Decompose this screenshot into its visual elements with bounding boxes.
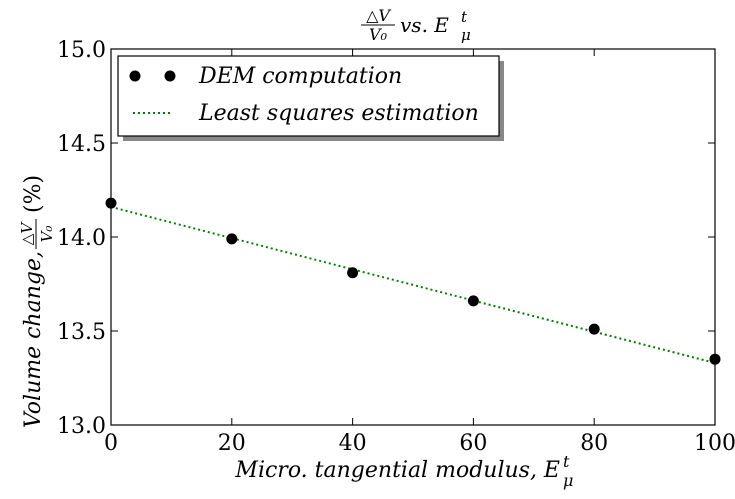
data-point — [467, 295, 479, 307]
legend-box — [117, 55, 500, 137]
legend: DEM computation Least squares estimation — [117, 55, 504, 141]
y-axis: 13.0 13.5 14.0 14.5 15.0 — [57, 38, 715, 439]
data-point — [709, 353, 721, 365]
y-tick-label: 13.0 — [57, 414, 106, 439]
title-frac-den: V₀ — [369, 25, 388, 44]
title-rest-sup: t — [461, 8, 468, 26]
data-point — [226, 233, 238, 245]
data-point — [105, 197, 117, 209]
x-axis: 0 20 40 60 80 100 — [104, 49, 735, 456]
title-rest: vs. E — [400, 13, 449, 37]
legend-marker — [129, 70, 141, 82]
series-group — [105, 197, 721, 365]
x-tick-label: 80 — [580, 431, 608, 456]
data-point — [347, 267, 359, 279]
x-axis-title-sub: μ — [563, 471, 573, 490]
series-fit-line — [110, 205, 716, 364]
y-tick-label: 13.5 — [57, 320, 106, 345]
x-tick-label: 0 — [104, 431, 118, 456]
x-tick-label: 60 — [459, 431, 487, 456]
y-axis-title-frac-num: △V — [18, 221, 36, 246]
x-tick-label: 100 — [694, 431, 735, 456]
x-axis-title: Micro. tangential modulus, E t μ — [234, 452, 573, 490]
y-axis-title-frac-den: V₀ — [38, 226, 56, 243]
legend-marker — [164, 70, 176, 82]
y-tick-label: 14.5 — [57, 132, 106, 157]
y-tick-label: 14.0 — [57, 226, 106, 251]
legend-label: DEM computation — [198, 64, 402, 89]
x-tick-label: 40 — [339, 431, 367, 456]
title-rest-sub: μ — [461, 26, 471, 44]
y-axis-title-prefix: Volume change, — [21, 251, 46, 428]
chart-title: △V V₀ vs. E t μ — [361, 6, 471, 44]
y-tick-label: 15.0 — [57, 38, 106, 63]
x-axis-title-text: Micro. tangential modulus, E — [234, 458, 560, 483]
x-tick-label: 20 — [218, 431, 246, 456]
y-axis-title-suffix: (%) — [21, 175, 46, 213]
x-axis-title-sup: t — [563, 452, 570, 471]
title-frac-num: △V — [366, 6, 391, 25]
legend-label: Least squares estimation — [198, 101, 479, 126]
y-axis-title: Volume change, △V V₀ (%) — [18, 175, 56, 428]
data-point — [588, 323, 600, 335]
